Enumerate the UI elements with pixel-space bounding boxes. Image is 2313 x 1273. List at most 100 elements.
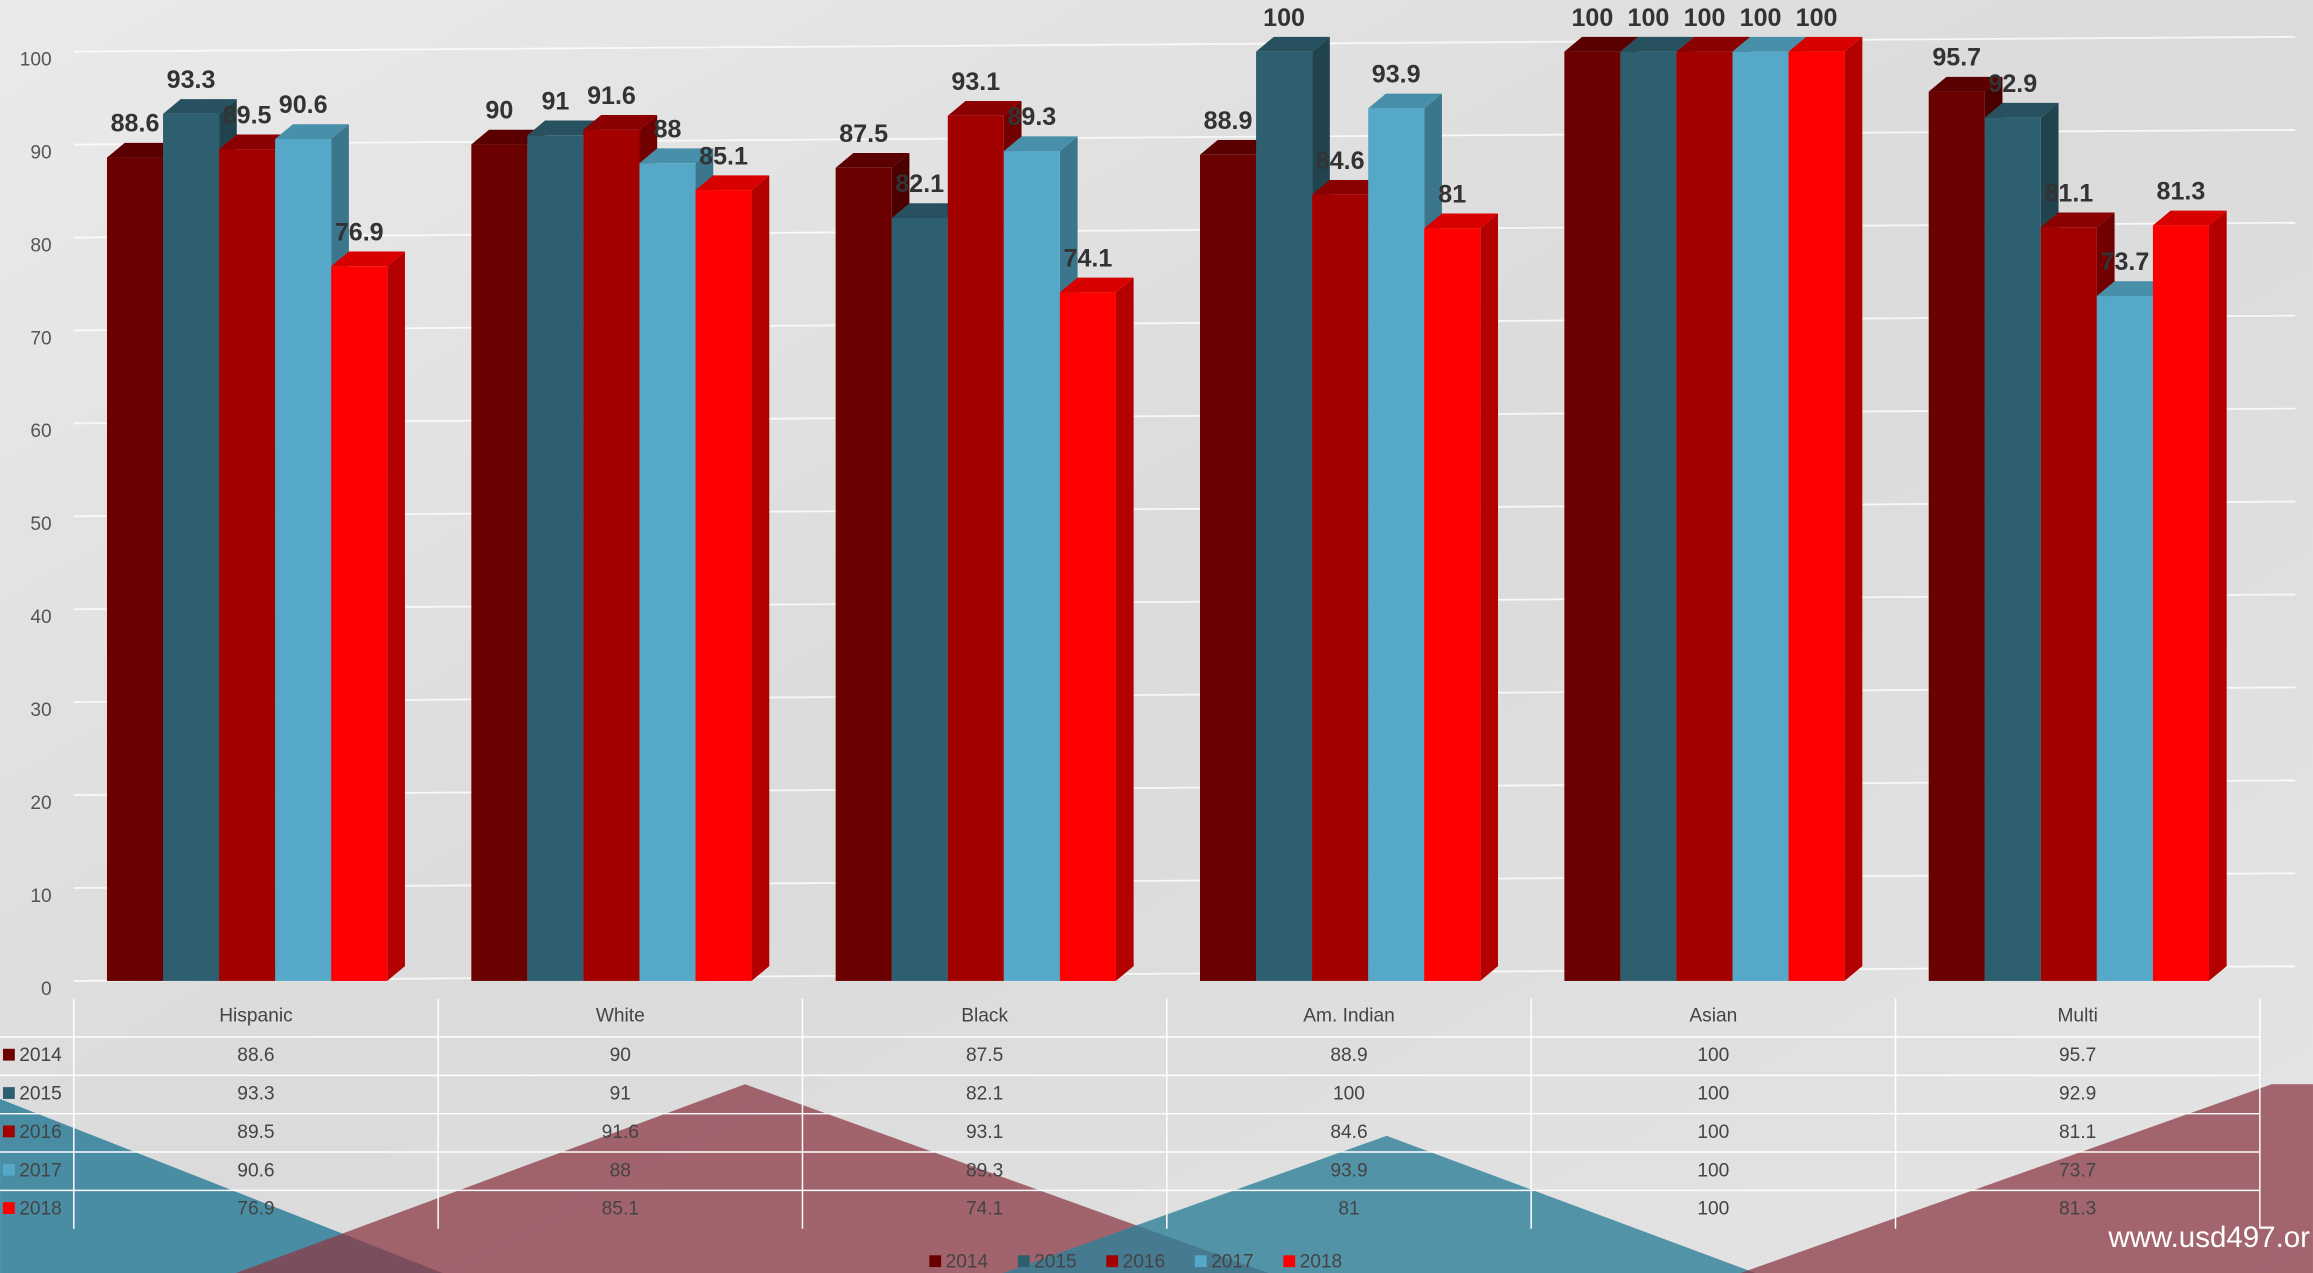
bar-top [275,124,349,139]
data-label: 100 [1571,4,1613,32]
y-tick-label: 100 [20,50,52,71]
bar [219,149,276,981]
bar [1928,91,1985,981]
bar [2152,225,2209,981]
bar-top [1312,179,1386,195]
grid-line [73,128,2296,146]
y-tick-label: 40 [30,607,51,628]
table-cell: 90 [610,1045,631,1066]
table-cell: 91.6 [602,1122,639,1143]
bar-top [1059,277,1134,293]
bar-top [891,203,966,218]
table-cell: 89.5 [237,1122,274,1143]
legend-swatch [2,1163,15,1176]
bar-top [331,251,405,267]
bar [471,144,528,981]
table-cell: 82.1 [966,1084,1003,1105]
bar [106,157,164,981]
legend-label: 2014 [946,1252,989,1273]
data-label: 88.6 [111,110,160,138]
bar-side [387,251,405,981]
table-cell: 74.1 [966,1199,1003,1220]
data-label: 100 [1628,4,1670,32]
bar-top [106,142,181,158]
x-tick-label: Black [961,1005,1008,1026]
bar-side [1844,36,1863,981]
decor-triangle [1740,1084,2313,1273]
y-tick-label: 30 [30,700,51,721]
table-cell: 93.1 [966,1122,1003,1143]
bar [1732,51,1789,981]
data-label: 73.7 [2101,248,2150,276]
bar-top [835,153,910,168]
legend-swatch [2,1202,15,1214]
table-cell: 73.7 [2059,1160,2096,1181]
bar [2096,296,2153,981]
data-label: 100 [1796,4,1838,32]
bar-side [2208,210,2227,981]
bar-top [471,129,546,145]
bar [1676,51,1733,981]
table-cell: 76.9 [237,1199,274,1220]
data-label: 93.1 [951,68,1000,96]
bar [275,138,332,981]
grid-line [73,686,2296,704]
data-label: 85.1 [699,142,748,170]
grid-line [73,35,2296,53]
bar-top [1732,36,1807,52]
data-label: 92.9 [1988,70,2037,98]
bar-top [2040,212,2115,228]
bar-top [1200,140,1274,155]
y-tick-label: 80 [30,235,51,256]
x-tick-label: Asian [1689,1005,1737,1026]
legend-swatch [1106,1255,1119,1268]
bar [1256,51,1313,981]
bar [891,217,948,981]
x-tick-label: White [596,1005,645,1026]
y-tick-label: 10 [30,886,51,907]
bar [1368,108,1425,981]
table-cell: 100 [1697,1084,1729,1105]
x-tick-label: Am. Indian [1303,1005,1395,1026]
bar [1788,51,1845,981]
bar [2040,227,2097,981]
bar-top [947,100,1022,116]
legend-swatch [2,1125,15,1138]
bar [1200,154,1257,981]
table-cell: 100 [1697,1122,1729,1143]
data-label: 93.3 [167,66,216,94]
bar-top [2096,281,2171,297]
bar-top [583,114,658,130]
bar [1059,292,1116,981]
row-label: 2015 [19,1084,62,1105]
bar-top [1424,213,1498,229]
bar-top [1928,76,2003,92]
bar-top [219,134,293,150]
bar-top [1003,136,1078,152]
data-label: 100 [1740,4,1782,32]
row-label: 2016 [19,1122,62,1143]
data-label: 87.5 [839,120,888,148]
bar [947,115,1004,981]
bar-top [527,120,602,136]
y-tick-label: 0 [41,979,52,1000]
bar [331,266,388,981]
bar [1984,117,2041,981]
bar [583,129,640,981]
bar-top [1564,36,1639,52]
row-label: 2014 [19,1045,62,1066]
bar-top [1676,36,1751,52]
table-cell: 92.9 [2059,1084,2096,1105]
table-cell: 93.3 [237,1084,274,1105]
bar-top [639,148,714,164]
grid-line [73,500,2296,518]
decor-triangle [1003,1135,1756,1273]
legend-label: 2018 [1300,1252,1343,1273]
data-label: 74.1 [1064,244,1113,272]
table-cell: 93.9 [1330,1160,1367,1181]
legend-swatch [1017,1255,1030,1268]
data-label: 76.9 [335,218,384,246]
bar [1003,151,1060,981]
data-label: 91.6 [587,82,636,110]
